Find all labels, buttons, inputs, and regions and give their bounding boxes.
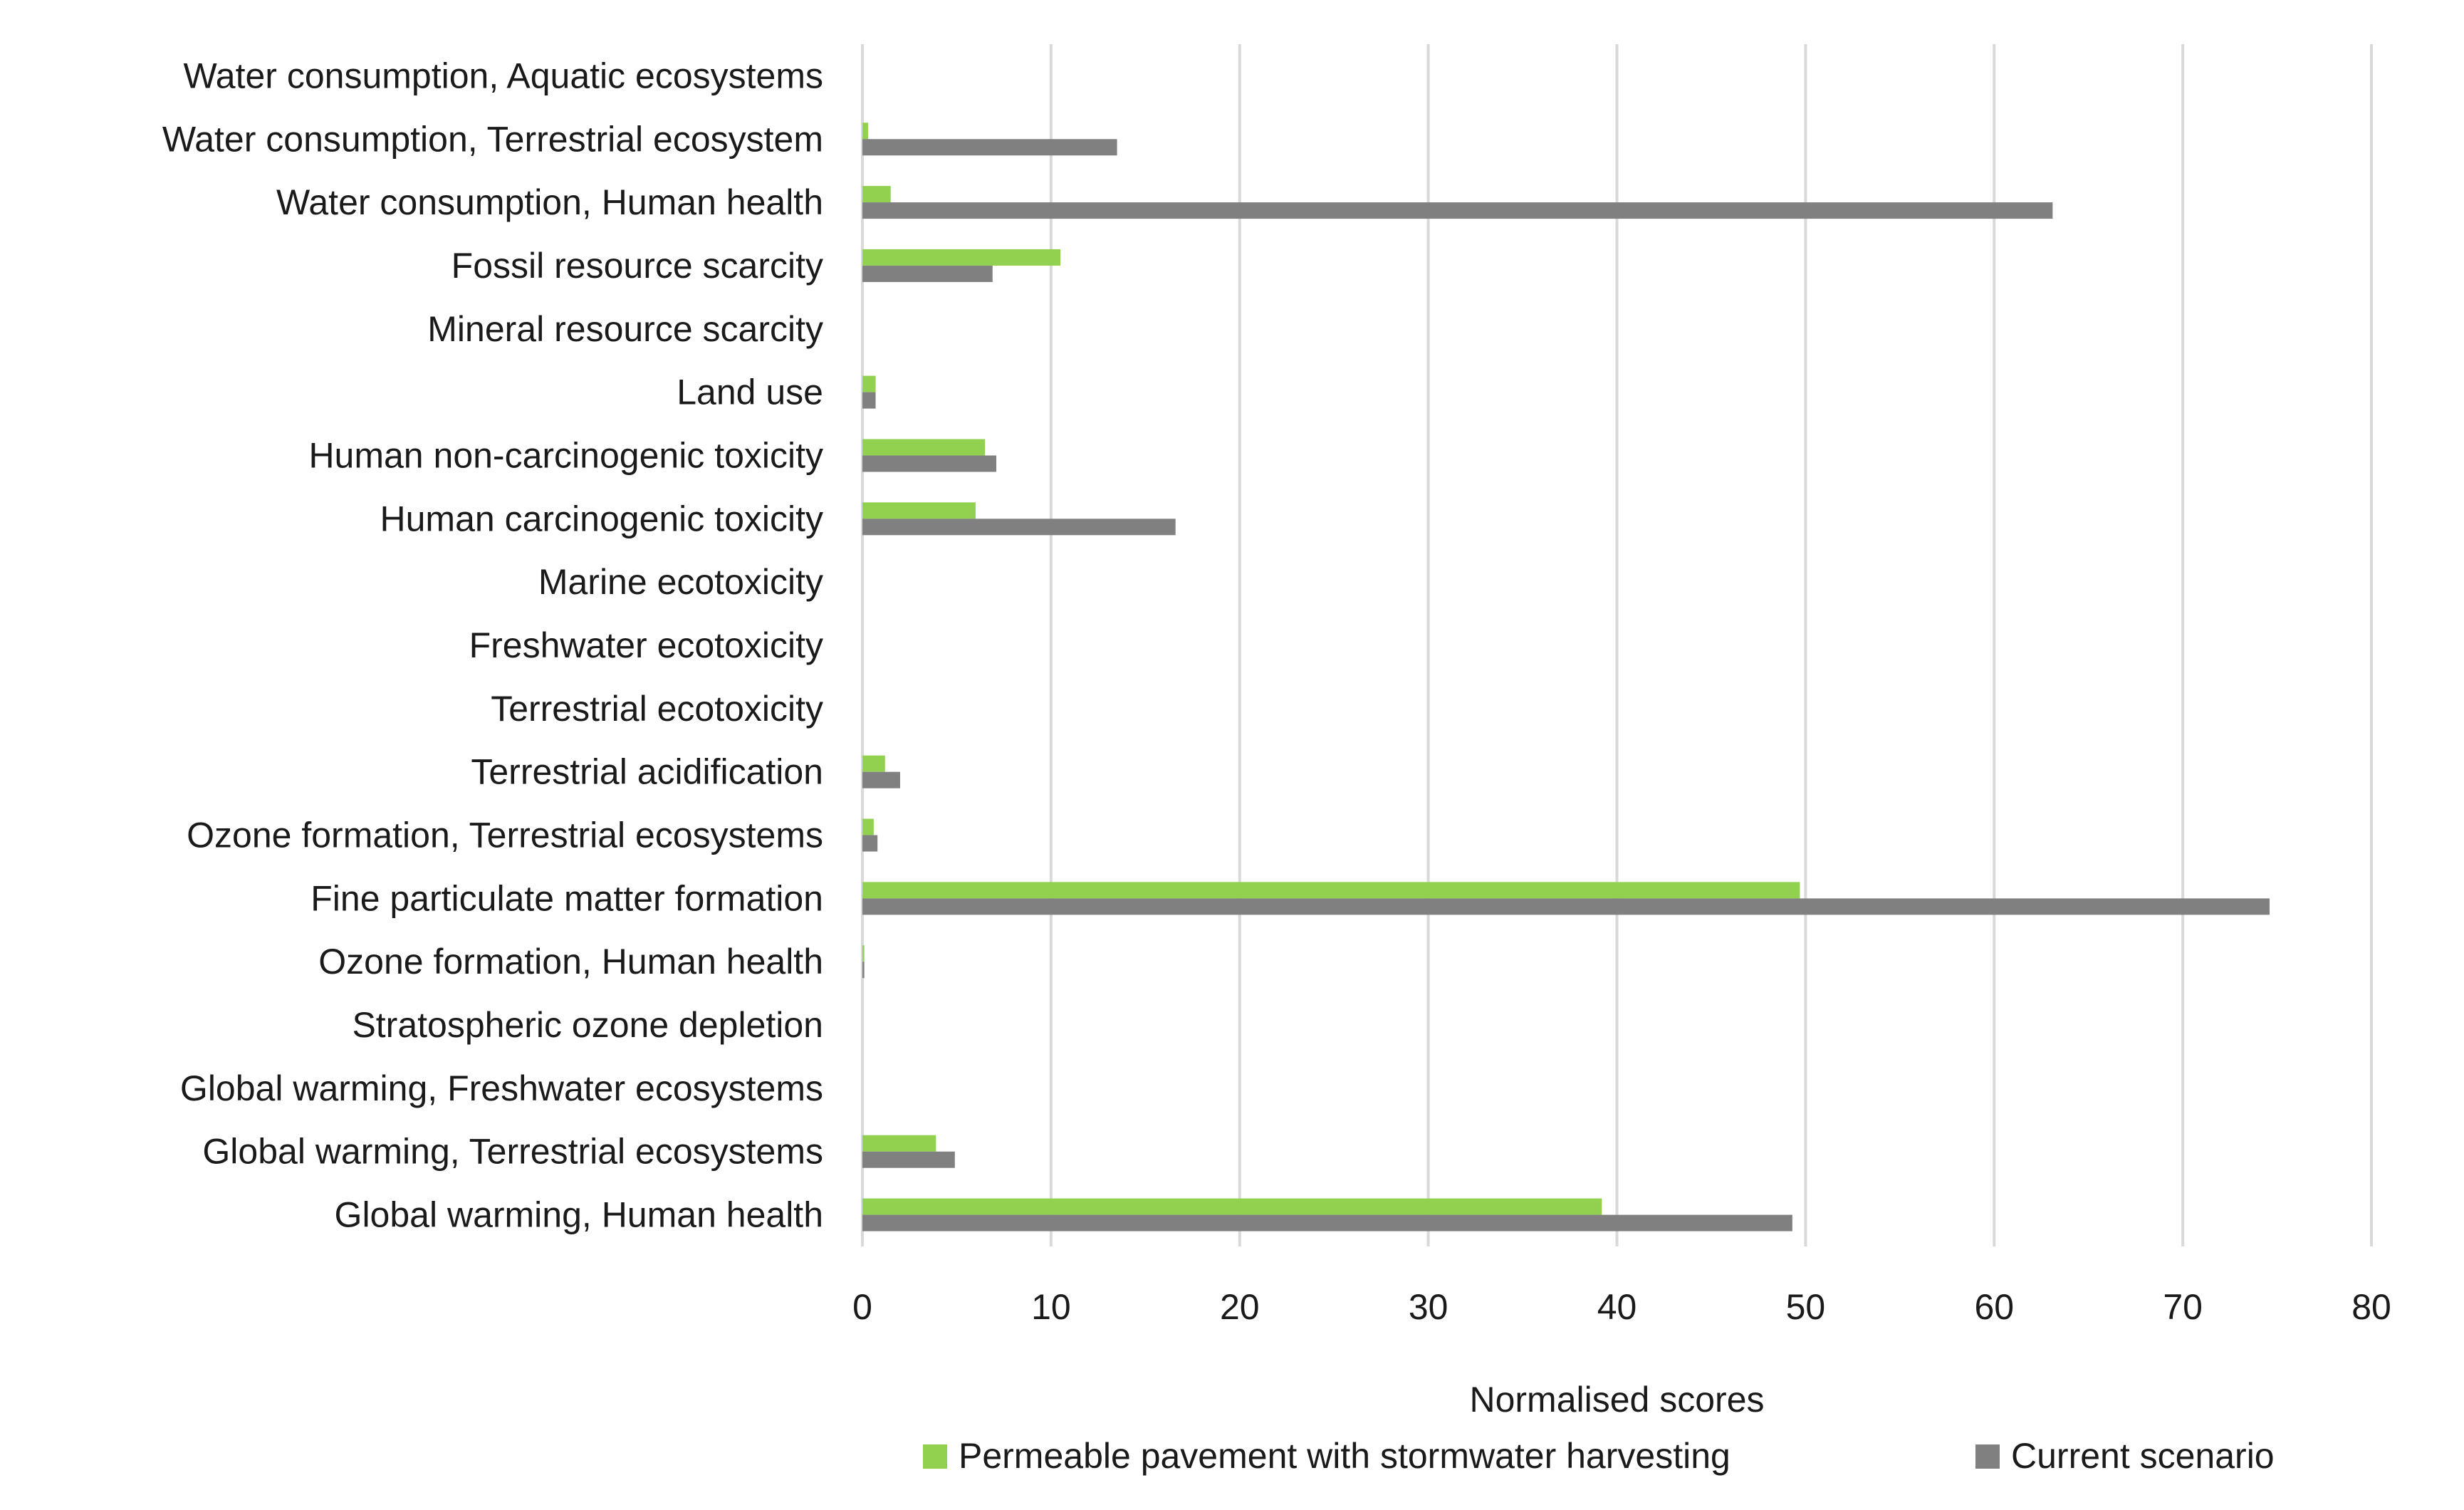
x-tick-label: 20 — [1220, 1287, 1260, 1327]
bar-permeable-pavement — [862, 439, 986, 456]
gridlines — [861, 44, 2373, 1246]
bar-permeable-pavement — [862, 945, 865, 962]
bar-permeable-pavement — [862, 1198, 1602, 1215]
x-axis-title: Normalised scores — [1469, 1380, 1764, 1420]
category-label: Land use — [677, 373, 823, 412]
legend-swatch-permeable-pavement — [923, 1444, 947, 1469]
bar-current-scenario — [862, 265, 993, 282]
bar-current-scenario — [862, 962, 865, 979]
legend-label-current-scenario: Current scenario — [2011, 1436, 2275, 1476]
bar-current-scenario — [862, 519, 1176, 536]
x-tick-label: 10 — [1031, 1287, 1071, 1327]
x-tick-label: 60 — [1974, 1287, 2014, 1327]
category-label: Freshwater ecotoxicity — [469, 625, 823, 665]
x-tick-label: 0 — [852, 1287, 872, 1327]
category-label: Fossil resource scarcity — [451, 246, 823, 286]
category-label: Water consumption, Terrestrial ecosystem — [162, 119, 823, 159]
x-tick-label: 70 — [2163, 1287, 2203, 1327]
category-label: Water consumption, Human health — [276, 182, 823, 222]
category-label: Human carcinogenic toxicity — [380, 499, 824, 538]
category-labels: Water consumption, Aquatic ecosystems Wat… — [162, 56, 823, 1234]
bar-permeable-pavement — [862, 1135, 936, 1152]
legend-swatch-current-scenario — [1975, 1444, 2000, 1469]
category-label: Fine particulate matter formation — [310, 878, 823, 918]
x-tick-label: 40 — [1597, 1287, 1637, 1327]
bar-permeable-pavement — [862, 818, 874, 835]
bar-current-scenario — [862, 1151, 955, 1168]
bars — [862, 123, 2270, 1232]
bar-permeable-pavement — [862, 249, 1061, 266]
bar-current-scenario — [862, 771, 900, 788]
category-label: Terrestrial acidification — [471, 752, 823, 792]
x-axis-ticks: 0 10 20 30 40 50 60 70 80 — [852, 1287, 2391, 1327]
bar-current-scenario — [862, 835, 878, 852]
category-label: Ozone formation, Human health — [318, 942, 823, 982]
category-label: Human non-carcinogenic toxicity — [308, 435, 823, 475]
category-label: Global warming, Terrestrial ecosystems — [202, 1132, 823, 1172]
category-label: Ozone formation, Terrestrial ecosystems — [187, 816, 823, 855]
category-label: Water consumption, Aquatic ecosystems — [183, 56, 823, 95]
legend: Permeable pavement with stormwater harve… — [923, 1436, 2275, 1476]
x-tick-label: 30 — [1409, 1287, 1448, 1327]
category-label: Mineral resource scarcity — [427, 309, 823, 349]
category-label: Marine ecotoxicity — [538, 562, 823, 602]
bar-permeable-pavement — [862, 882, 1800, 899]
x-tick-label: 50 — [1786, 1287, 1826, 1327]
bar-current-scenario — [862, 455, 997, 472]
bar-current-scenario — [862, 139, 1117, 156]
bar-current-scenario — [862, 1214, 1792, 1232]
bar-permeable-pavement — [862, 186, 891, 203]
bar-permeable-pavement — [862, 755, 885, 772]
bar-permeable-pavement — [862, 375, 876, 392]
x-tick-label: 80 — [2351, 1287, 2391, 1327]
bar-current-scenario — [862, 898, 2270, 915]
category-label: Stratospheric ozone depletion — [352, 1005, 823, 1045]
category-label: Global warming, Human health — [335, 1195, 823, 1235]
legend-label-permeable-pavement: Permeable pavement with stormwater harve… — [959, 1436, 1730, 1476]
bar-current-scenario — [862, 202, 2053, 219]
bar-permeable-pavement — [862, 123, 868, 140]
category-label: Global warming, Freshwater ecosystems — [180, 1068, 823, 1108]
bar-current-scenario — [862, 392, 876, 409]
bar-permeable-pavement — [862, 502, 976, 519]
category-label: Terrestrial ecotoxicity — [491, 689, 823, 729]
